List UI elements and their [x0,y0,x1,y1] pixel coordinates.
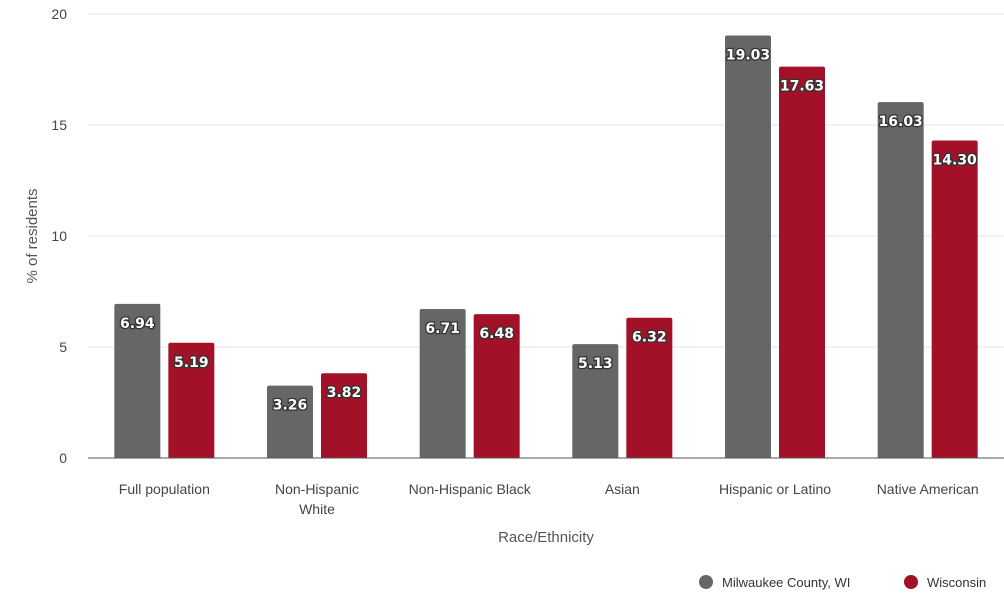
legend: Milwaukee County, WI Wisconsin [699,575,986,590]
bar-value-label: 6.94 [120,316,155,332]
bar-value-label: 14.30 [933,153,978,169]
bar-value-label: 5.13 [578,356,613,372]
bar-wisconsin [931,140,978,459]
y-axis-title: % of residents [24,188,41,283]
bar-value-label: 6.32 [632,330,667,346]
x-tick-label: White [299,501,335,517]
y-tick-label: 5 [59,339,67,355]
bar-milwaukee [267,385,313,458]
legend-swatch [904,575,918,589]
x-tick-label: Non-Hispanic Black [409,481,532,497]
x-tick-label: Hispanic or Latino [719,481,831,497]
gridlines [88,13,1004,348]
bar-value-label: 6.71 [425,321,460,337]
x-axis-ticks: Full population Non-Hispanic White Non-Hisp… [119,481,979,517]
bar-milwaukee [114,303,161,458]
y-tick-label: 15 [51,117,67,133]
bar-value-label: 17.63 [780,79,824,95]
x-tick-label: Asian [605,481,640,497]
bar-value-label: 3.82 [327,385,362,401]
bar-wisconsin [168,342,215,458]
y-tick-label: 20 [51,6,67,22]
y-tick-label: 10 [51,228,67,244]
bar-milwaukee [419,309,466,458]
bar-milwaukee [572,344,619,458]
bar-value-label: 5.19 [174,355,209,371]
x-axis-title: Race/Ethnicity [498,529,594,546]
bar-wisconsin [626,317,673,458]
legend-swatch [699,575,713,589]
y-axis-ticks: 0 5 10 15 20 [51,6,67,466]
y-tick-label: 0 [59,450,67,466]
bar-value-label: 19.03 [726,48,770,64]
bar-milwaukee [725,35,771,459]
bars: 6.94 5.19 3.26 3.82 6.71 6.48 5.13 6.32 19.03 17.… [114,35,978,459]
bar-wisconsin [321,373,367,458]
x-tick-label: Non-Hispanic [275,481,359,497]
bar-wisconsin [779,66,825,458]
bar-value-label: 3.26 [273,398,308,414]
bar-value-label: 6.48 [479,326,514,342]
bar-wisconsin [473,314,520,458]
legend-label: Wisconsin [927,575,986,590]
legend-label: Milwaukee County, WI [722,575,850,590]
x-tick-label: Native American [877,481,979,497]
bar-milwaukee [877,102,924,458]
bar-value-label: 16.03 [879,114,923,130]
x-tick-label: Full population [119,481,210,497]
